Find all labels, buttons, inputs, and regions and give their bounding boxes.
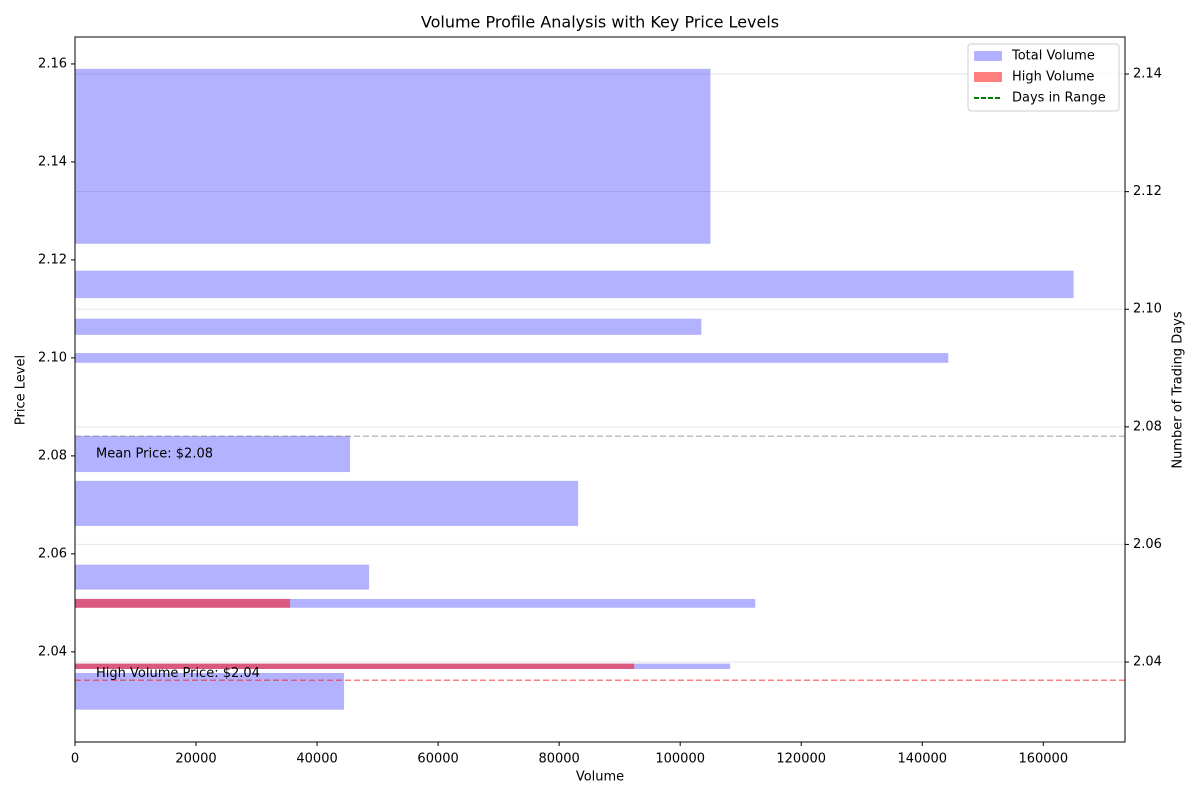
- y-tick-label: 2.16: [38, 56, 67, 71]
- x-tick-label: 160000: [1018, 752, 1068, 767]
- y-axis-label: Price Level: [14, 355, 29, 425]
- legend-swatch: [974, 51, 1002, 61]
- bar: [75, 353, 949, 363]
- bar: [75, 598, 291, 608]
- x-tick-label: 100000: [655, 752, 705, 767]
- y-tick-label: 2.06: [38, 546, 67, 561]
- y2-tick-label: 2.12: [1133, 184, 1162, 199]
- x-tick-label: 40000: [296, 752, 337, 767]
- bar: [75, 663, 635, 670]
- bar: [75, 480, 579, 526]
- x-tick-label: 20000: [175, 752, 216, 767]
- legend-label: Total Volume: [1011, 49, 1095, 64]
- y-tick-label: 2.12: [38, 252, 67, 267]
- x-tick-label: 0: [71, 752, 79, 767]
- x-axis-label: Volume: [576, 770, 624, 785]
- y2-tick-label: 2.08: [1133, 419, 1162, 434]
- bar: [75, 672, 345, 710]
- bar: [75, 318, 702, 335]
- plot-frame: [74, 36, 1126, 743]
- x-tick-label: 120000: [776, 752, 826, 767]
- y2-tick-label: 2.14: [1133, 67, 1162, 82]
- x-tick-label: 80000: [538, 752, 579, 767]
- chart-title: Volume Profile Analysis with Key Price L…: [421, 13, 779, 32]
- legend: Total Volume High Volume Days in Range: [967, 43, 1120, 112]
- y-tick-label: 2.08: [38, 448, 67, 463]
- x-tick-label: 140000: [897, 752, 947, 767]
- bar: [75, 598, 756, 608]
- y2-tick-label: 2.06: [1133, 537, 1162, 552]
- legend-label: High Volume: [1012, 70, 1094, 85]
- annotation: Mean Price: $2.08: [96, 447, 213, 462]
- bar: [75, 270, 1074, 299]
- bar: [75, 68, 711, 244]
- y-tick-label: 2.14: [38, 154, 67, 169]
- legend-swatch: [974, 72, 1002, 82]
- y-tick-label: 2.10: [38, 350, 67, 365]
- y2-tick-label: 2.04: [1133, 655, 1162, 670]
- bar: [75, 435, 351, 473]
- y2-tick-label: 2.10: [1133, 302, 1162, 317]
- bar: [75, 564, 370, 590]
- y2-axis-label: Number of Trading Days: [1171, 311, 1186, 469]
- legend-label: Days in Range: [1012, 91, 1106, 106]
- x-tick-label: 60000: [417, 752, 458, 767]
- annotation: High Volume Price: $2.04: [96, 666, 260, 681]
- y-tick-label: 2.04: [38, 644, 67, 659]
- legend-box: [967, 43, 1120, 112]
